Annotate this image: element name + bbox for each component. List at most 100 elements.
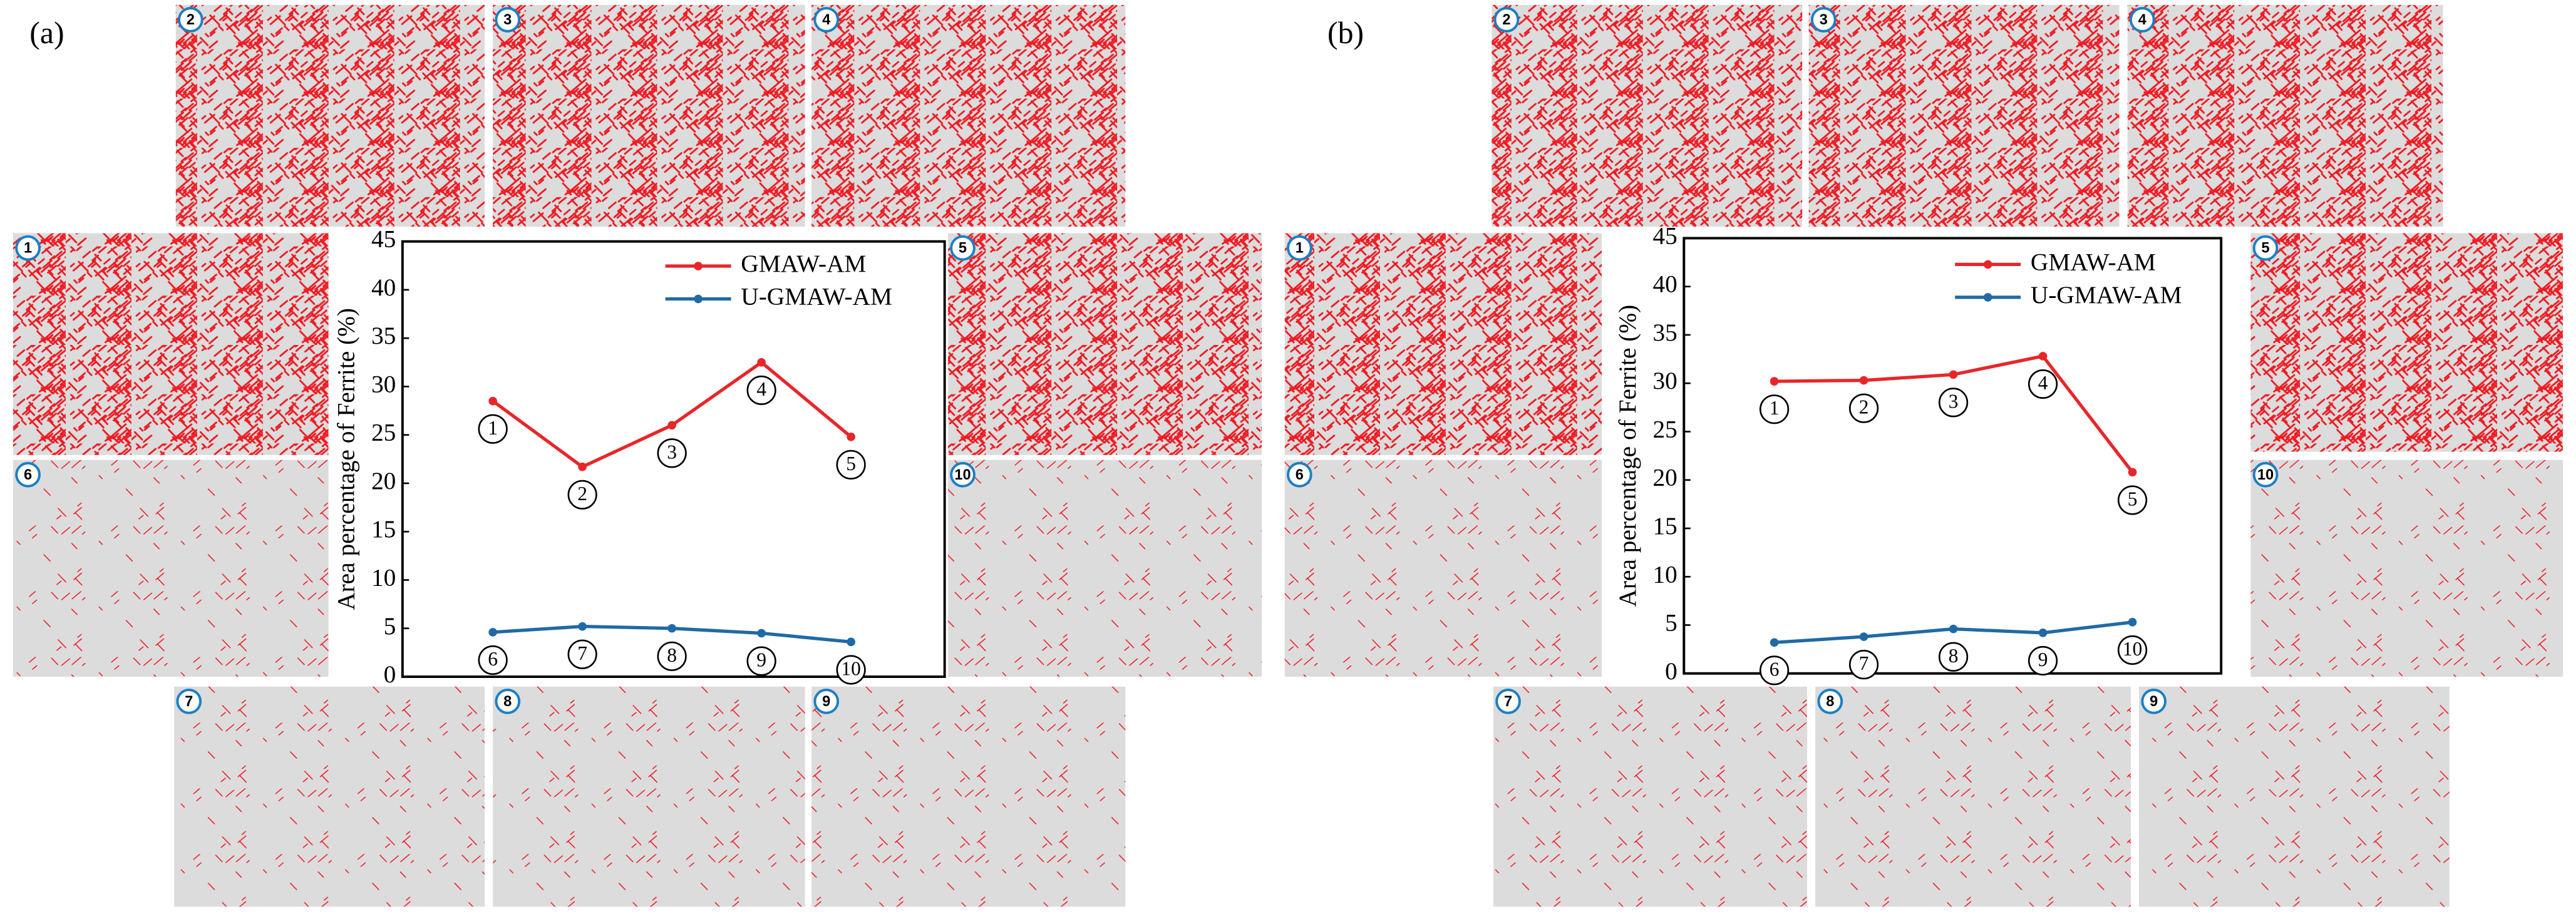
point <box>667 624 676 633</box>
point-label-circle <box>478 645 508 675</box>
point <box>578 462 587 471</box>
micrograph <box>947 233 1262 455</box>
point <box>1859 632 1868 641</box>
micrograph-badge <box>1817 689 1843 714</box>
micrograph-number: 8 <box>1826 694 1834 710</box>
y-tick-label: 10 <box>1652 560 1677 588</box>
point-label: 2 <box>577 483 587 505</box>
y-tick-label: 45 <box>371 225 396 253</box>
micrograph-badge <box>2252 461 2279 488</box>
micrograph-number: 4 <box>822 12 830 28</box>
point <box>2128 618 2137 627</box>
point <box>757 629 766 638</box>
point-label: 5 <box>2128 488 2138 510</box>
point-label-circle <box>478 414 508 444</box>
legend-label: GMAW-AM <box>2031 248 2156 275</box>
point-label-circle <box>1759 394 1790 424</box>
y-tick-label: 30 <box>1652 367 1677 394</box>
micrograph <box>811 686 1126 907</box>
micrograph-badge <box>1493 7 1520 33</box>
point-label-circle <box>1938 388 1969 418</box>
micrograph-number: 10 <box>2257 467 2274 483</box>
legend-marker <box>694 262 703 270</box>
y-tick-label: 0 <box>384 660 396 688</box>
point-label: 6 <box>1770 658 1780 680</box>
micrograph-badge <box>2141 689 2167 714</box>
micrograph <box>1493 686 1808 907</box>
micrograph-number: 1 <box>24 240 32 257</box>
y-tick-label: 45 <box>1652 222 1677 249</box>
micrograph-badge <box>1495 689 1521 714</box>
micrograph <box>2250 233 2563 452</box>
legend-label: U-GMAW-AM <box>2031 281 2182 309</box>
micrograph-number: 9 <box>2150 694 2158 710</box>
micrograph <box>175 4 485 227</box>
y-tick-label: 0 <box>1665 657 1677 685</box>
point-label-circle <box>2027 369 2058 399</box>
point-label: 10 <box>2123 638 2142 660</box>
micrograph-number: 6 <box>24 467 32 483</box>
point <box>1770 638 1779 647</box>
micrograph <box>2139 686 2450 907</box>
point <box>667 421 676 430</box>
micrograph-number: 2 <box>187 12 195 28</box>
micrograph-number: 10 <box>954 467 971 483</box>
micrograph-badge <box>1287 235 1312 261</box>
point <box>578 622 587 631</box>
micrograph-badge <box>176 689 202 714</box>
point-label: 7 <box>1859 652 1869 674</box>
y-tick-label: 5 <box>384 612 396 640</box>
micrograph-badge <box>178 7 204 33</box>
micrograph-number: 5 <box>959 240 967 257</box>
point-label: 4 <box>2038 372 2048 394</box>
micrograph-badge <box>495 7 521 33</box>
point-label-circle <box>2117 635 2148 665</box>
point <box>847 637 855 647</box>
point-label-circle <box>1938 642 1969 672</box>
point-label: 1 <box>1770 397 1780 419</box>
y-tick-label: 15 <box>1652 512 1677 540</box>
micrograph-number: 3 <box>503 12 512 28</box>
point-label: 9 <box>756 649 766 671</box>
micrograph <box>174 686 485 907</box>
y-tick-label: 25 <box>371 419 396 446</box>
micrograph-badge <box>2252 235 2279 261</box>
point-label-circle <box>1849 650 1879 680</box>
micrograph <box>1815 686 2131 907</box>
micrograph <box>1284 233 1602 455</box>
micrograph <box>947 460 1262 677</box>
panel-label: (a) <box>29 16 64 50</box>
micrograph-badge <box>15 461 41 488</box>
point <box>847 432 855 441</box>
point-label-circle <box>2117 485 2148 515</box>
y-tick-label: 35 <box>1652 319 1677 346</box>
point-label: 3 <box>1949 390 1959 412</box>
point-label-circle <box>657 641 687 671</box>
point-label-circle <box>567 639 597 669</box>
point <box>2128 468 2137 477</box>
micrograph-badge <box>813 7 840 33</box>
y-axis-label: Area percentage of Ferrite (%) <box>332 308 359 610</box>
y-tick-label: 40 <box>1652 270 1677 298</box>
plot-frame <box>401 240 946 678</box>
point-label-circle <box>657 438 687 468</box>
micrograph-number: 8 <box>503 694 512 710</box>
point <box>2038 629 2048 637</box>
plot-frame <box>1682 237 2223 675</box>
point-label: 8 <box>1949 645 1959 667</box>
y-tick-label: 20 <box>1652 464 1677 491</box>
point-label-circle <box>1759 655 1790 685</box>
point-label-circle <box>836 655 866 685</box>
micrograph-badge <box>813 689 840 714</box>
legend-marker <box>694 294 703 304</box>
micrograph-badge <box>495 689 521 714</box>
micrograph <box>1808 4 2120 227</box>
point <box>1949 624 1958 634</box>
point-label: 5 <box>846 453 856 475</box>
micrograph-number: 7 <box>1504 694 1512 710</box>
point <box>1859 376 1868 385</box>
micrograph <box>13 233 329 455</box>
point-label-circle <box>1849 393 1879 423</box>
